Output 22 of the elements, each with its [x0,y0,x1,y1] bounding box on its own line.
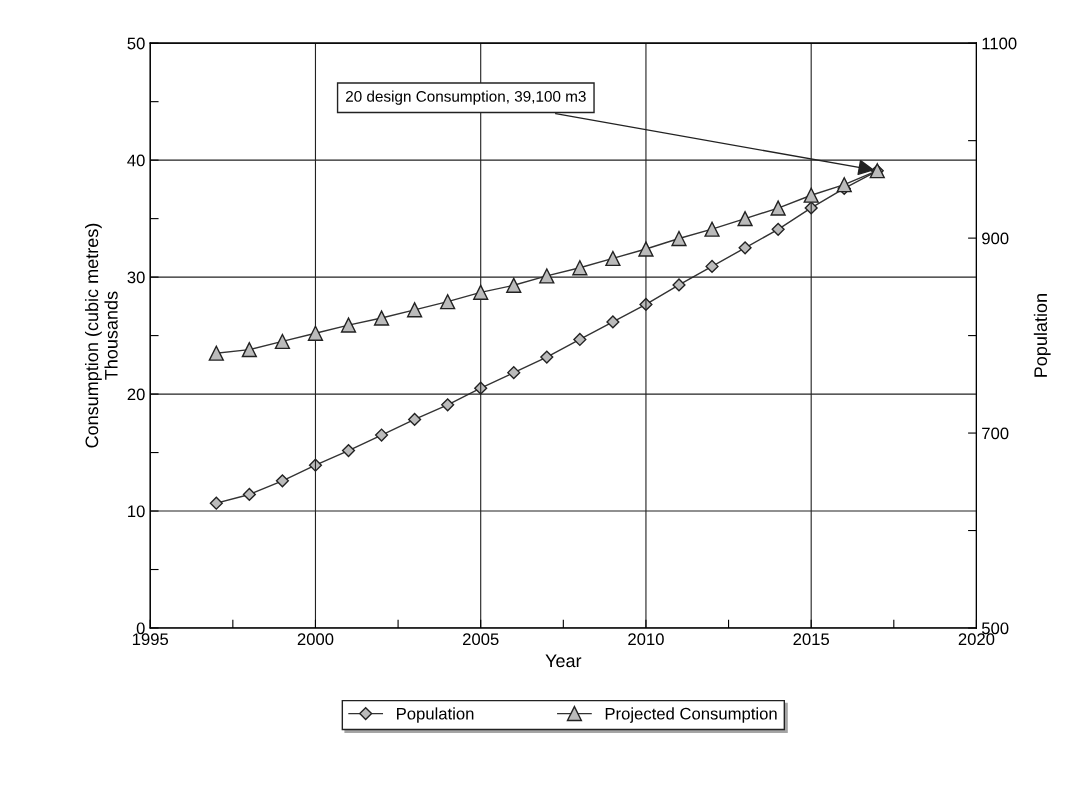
y-tick-label: 0 [136,622,145,635]
y-tick-label: 40 [127,154,145,167]
x-axis-title: Year [545,654,582,668]
legend-label: Projected Consumption [605,707,777,723]
y-tick-label: 30 [127,271,145,284]
x-tick-label: 2005 [463,633,499,646]
y2-tick-label: 500 [981,622,1009,635]
y2-axis-title: Population [1033,294,1051,377]
x-tick-label: 2010 [628,633,664,646]
legend-label: Population [397,707,474,723]
x-tick-label: 2020 [958,633,995,646]
y-tick-label: 10 [128,505,145,518]
y-tick-label: 50 [127,37,145,50]
x-tick-label: 2000 [297,633,334,646]
y2-tick-label: 1100 [982,37,1017,50]
y-tick-label: 20 [127,388,145,401]
annotation: 20 design Consumption, 39,100 m3 [345,90,586,105]
y2-tick-label: 900 [982,232,1009,245]
x-tick-label: 2015 [793,633,830,646]
y-axis-title: Consumption (cubic metres) Thousands [84,223,118,448]
y2-tick-label: 700 [982,427,1009,440]
x-tick-label: 1995 [132,633,169,646]
